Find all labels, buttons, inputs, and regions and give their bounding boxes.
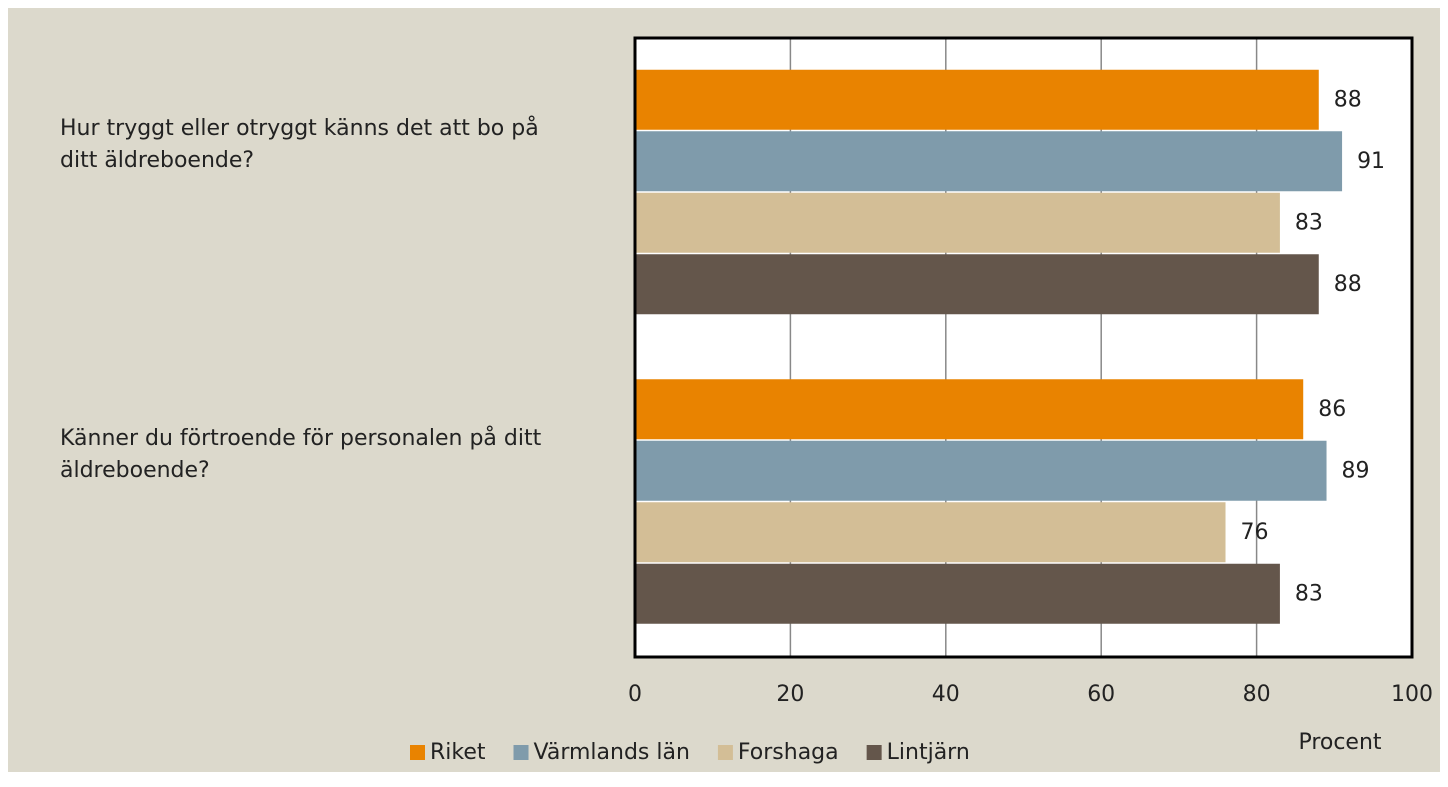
legend-label: Lintjärn [887,740,970,765]
legend-label: Forshaga [738,740,839,765]
data-label: 83 [1295,582,1323,607]
legend-label: Värmlands län [534,740,690,765]
category-label: Hur tryggt eller otryggt känns det att b… [60,116,539,173]
data-label: 76 [1241,520,1269,545]
legend-label: Riket [430,740,486,765]
bar [635,192,1280,253]
data-label: 91 [1357,149,1385,174]
data-label: 83 [1295,211,1323,236]
legend-swatch [717,745,733,760]
data-label: 88 [1334,272,1362,297]
category-label: Känner du förtroende för personalen på d… [60,425,542,483]
bar [635,502,1226,563]
bar [635,131,1343,192]
bar [635,440,1327,501]
legend-swatch [410,745,425,760]
bar [635,254,1319,315]
x-tick-label: 80 [1243,682,1271,707]
bar [635,563,1280,624]
x-axis-label: Procent [1298,730,1381,755]
plot-border [633,36,1414,659]
x-tick-label: 20 [776,682,804,707]
legend-swatch [866,745,882,760]
x-tick-label: 60 [1087,682,1115,707]
x-tick-label: 0 [628,682,642,707]
data-label: 86 [1318,397,1346,422]
bar [635,379,1304,440]
x-tick-label: 40 [932,682,960,707]
bar [635,69,1319,130]
data-label: 89 [1342,459,1370,484]
data-label: 88 [1334,88,1362,113]
legend-swatch [513,745,529,760]
x-tick-label: 100 [1391,682,1433,707]
